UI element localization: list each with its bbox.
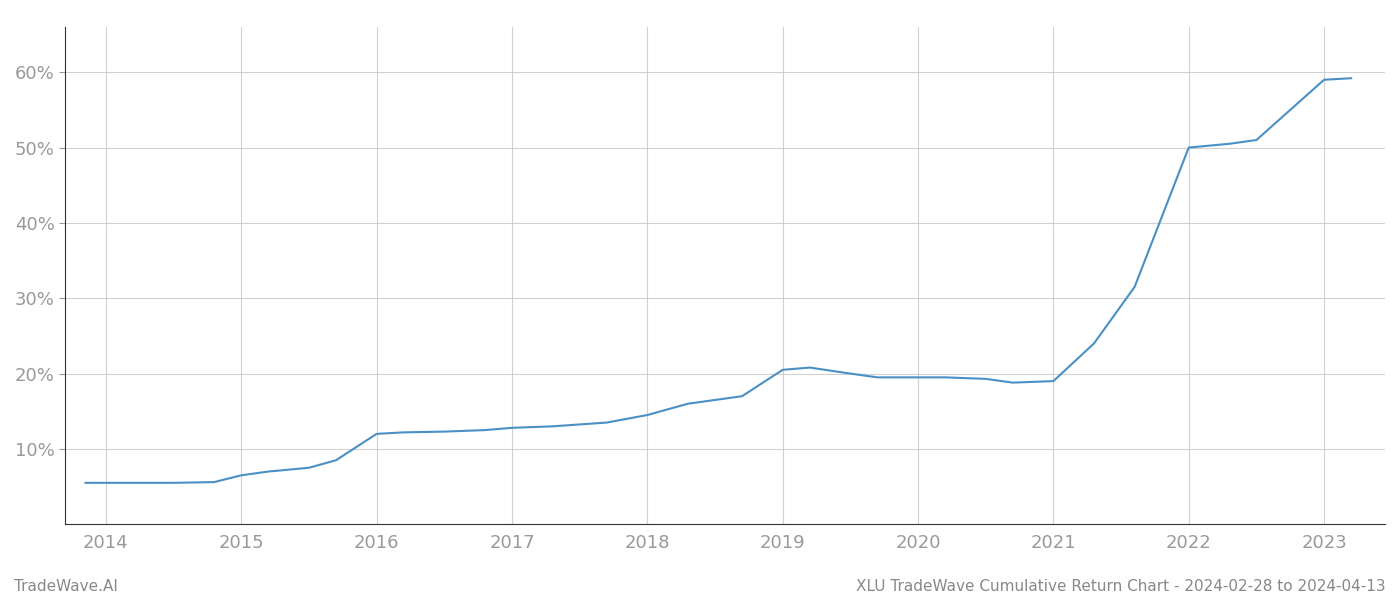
Text: TradeWave.AI: TradeWave.AI bbox=[14, 579, 118, 594]
Text: XLU TradeWave Cumulative Return Chart - 2024-02-28 to 2024-04-13: XLU TradeWave Cumulative Return Chart - … bbox=[857, 579, 1386, 594]
